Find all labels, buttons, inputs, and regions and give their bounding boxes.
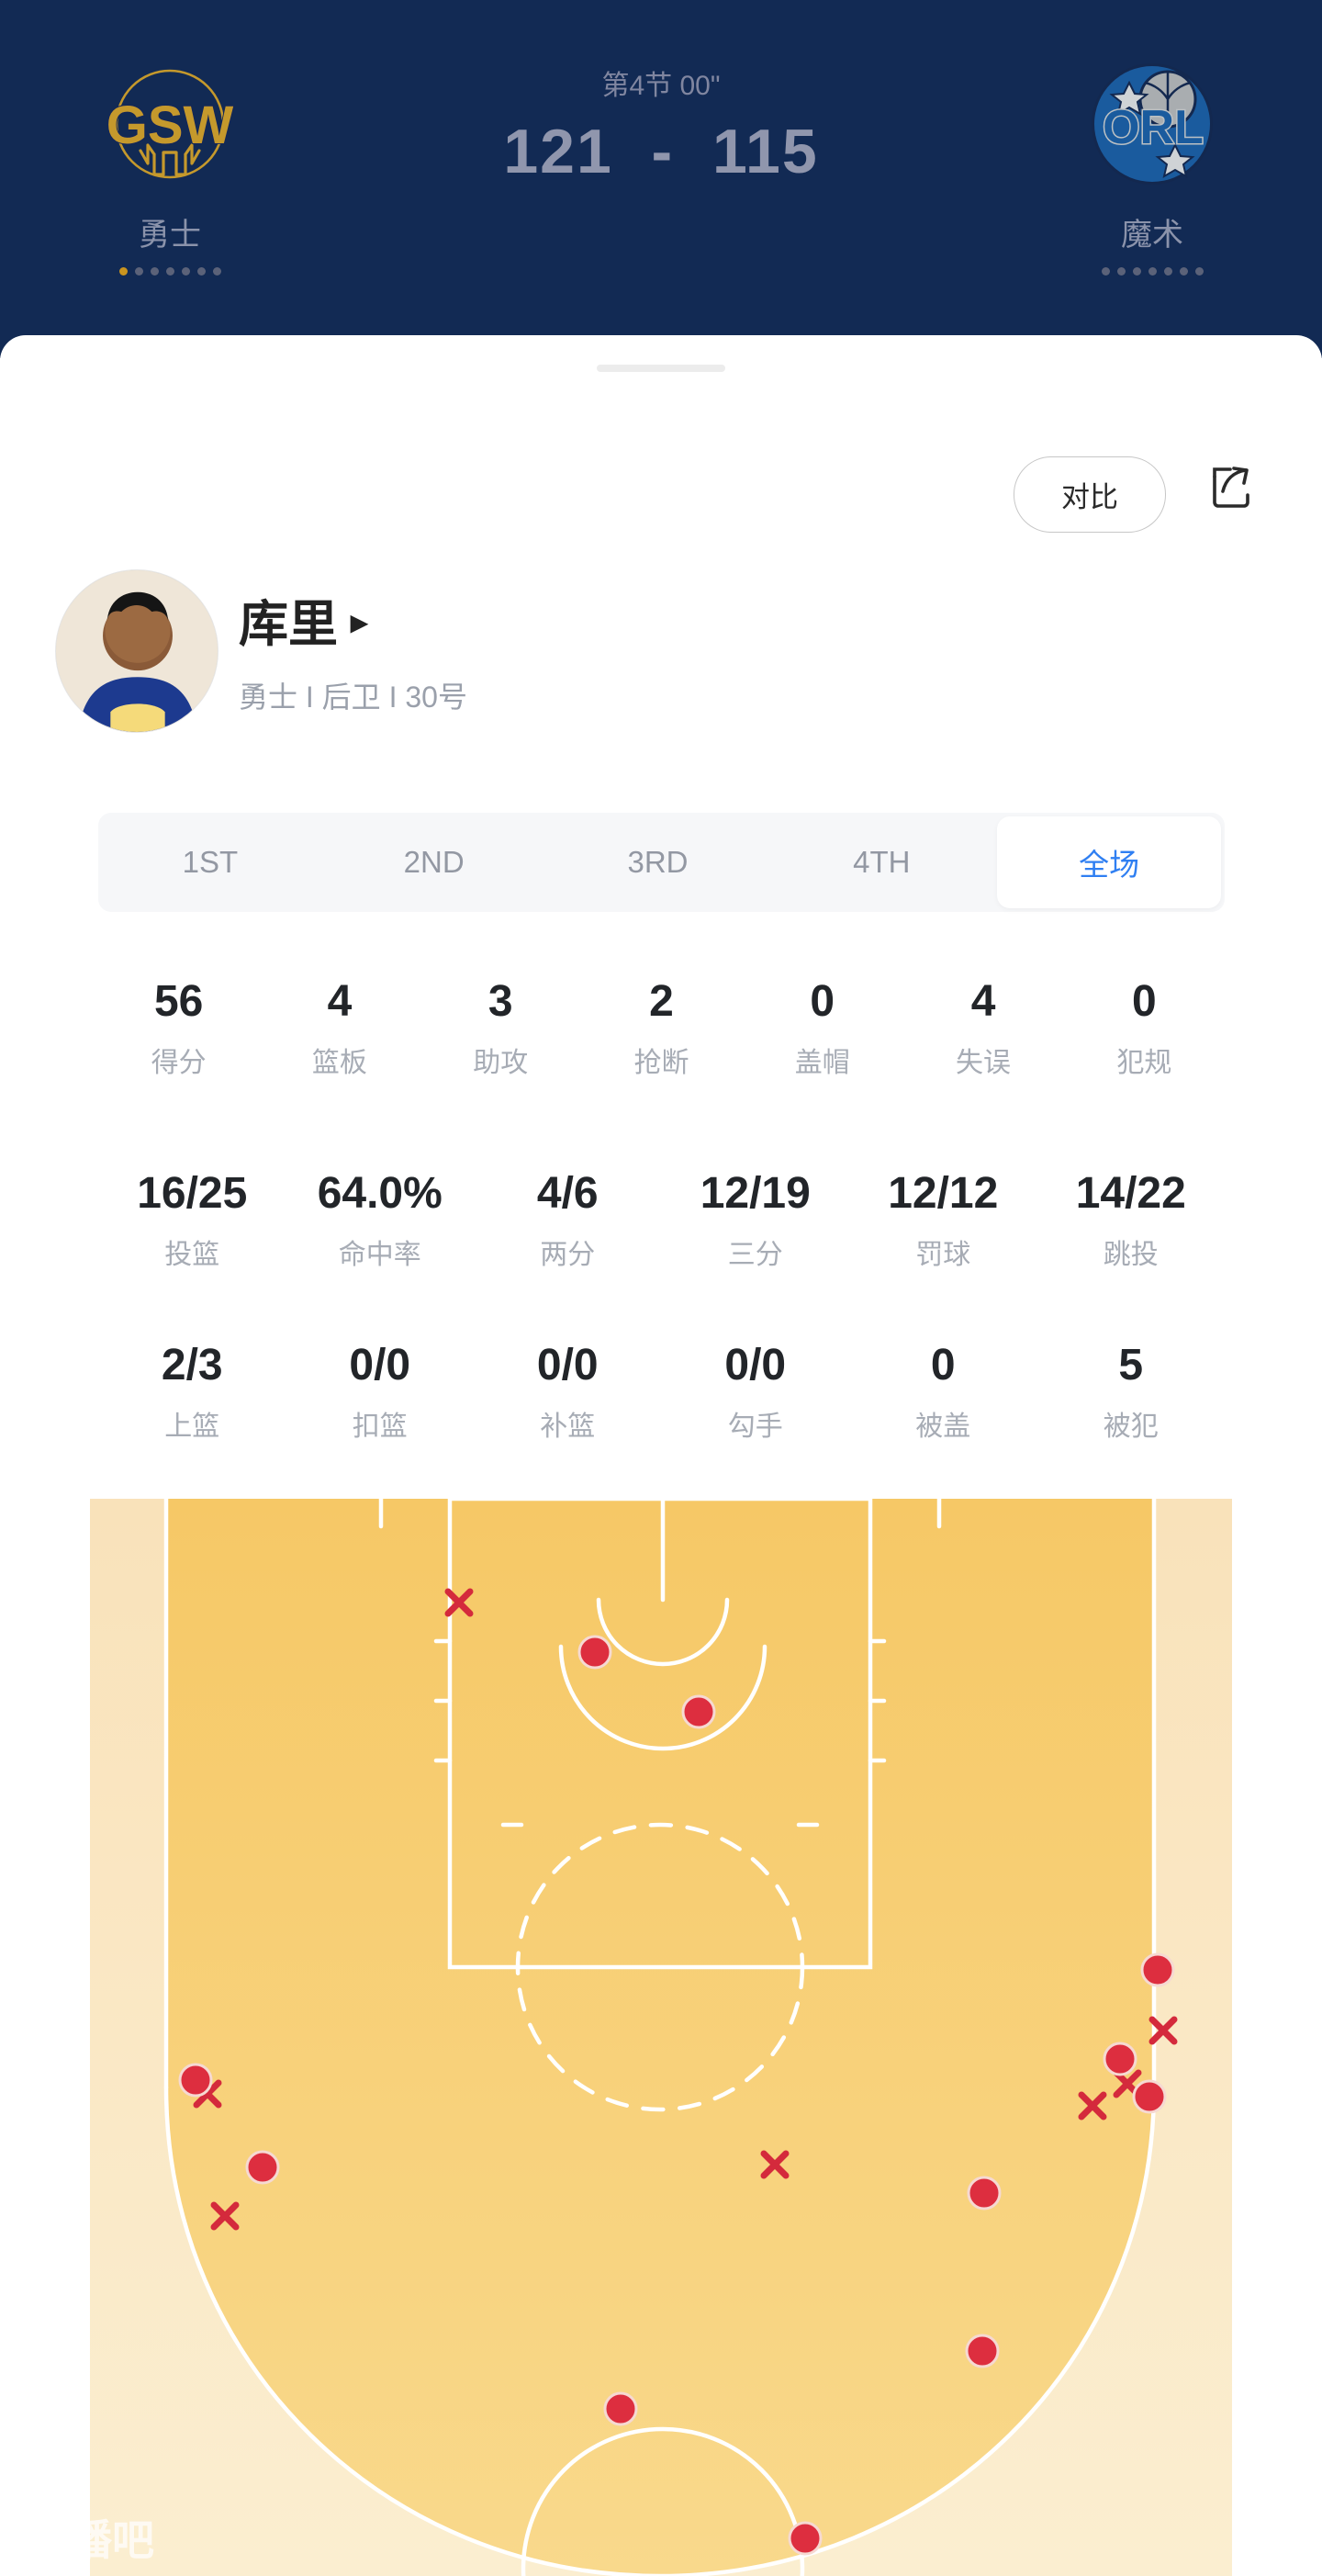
svg-text:直播吧: 直播吧 xyxy=(28,2516,154,2564)
svg-text:GSW: GSW xyxy=(106,96,234,155)
svg-text:ORL: ORL xyxy=(1103,101,1204,154)
